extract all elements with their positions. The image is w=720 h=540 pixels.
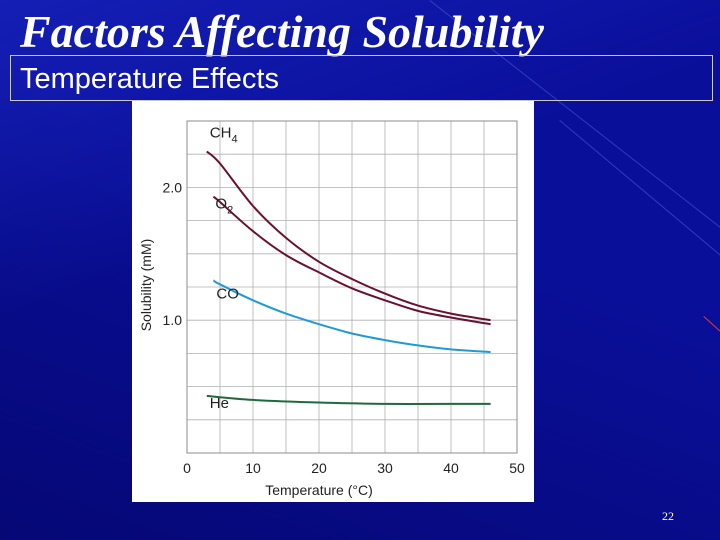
x-axis-label: Temperature (°C) xyxy=(265,482,373,498)
series-label-he: He xyxy=(210,395,229,412)
plot-frame xyxy=(186,120,518,454)
y-axis-label: Solubility (mM) xyxy=(138,239,154,332)
x-tick-label: 10 xyxy=(245,460,261,476)
x-tick-label: 20 xyxy=(311,460,327,476)
x-tick-label: 30 xyxy=(377,460,393,476)
series-line-co xyxy=(212,279,491,354)
slide-title: Factors Affecting Solubility xyxy=(20,6,544,57)
x-tick-label: 50 xyxy=(509,460,525,476)
series-label-o2: O2 xyxy=(215,196,233,217)
y-tick-label: 1.0 xyxy=(163,312,183,328)
solubility-chart: CH4 O2 CO He 0 10 20 30 40 50 1.0 2.0 Temperature … xyxy=(138,120,525,498)
background-streak xyxy=(703,316,720,332)
background-streak xyxy=(559,120,720,288)
series-label-ch4: CH4 xyxy=(210,125,238,146)
series-label-co: CO xyxy=(216,285,239,302)
series-line-he xyxy=(206,394,491,405)
slide-number: 22 xyxy=(662,509,674,523)
ticks: 0 10 20 30 40 50 1.0 2.0 xyxy=(163,179,525,476)
x-tick-label: 40 xyxy=(443,460,459,476)
subtitle-box xyxy=(10,55,713,101)
x-tick-label: 0 xyxy=(183,460,191,476)
y-tick-label: 2.0 xyxy=(163,179,183,195)
slide-subtitle: Temperature Effects xyxy=(20,63,279,95)
series-line-ch4 xyxy=(206,150,491,322)
series-group: CH4 O2 CO He xyxy=(206,125,491,412)
series-line-o2 xyxy=(212,195,491,326)
chart-figure: CH4 O2 CO He 0 10 20 30 40 50 1.0 2.0 Temperature … xyxy=(132,101,534,502)
